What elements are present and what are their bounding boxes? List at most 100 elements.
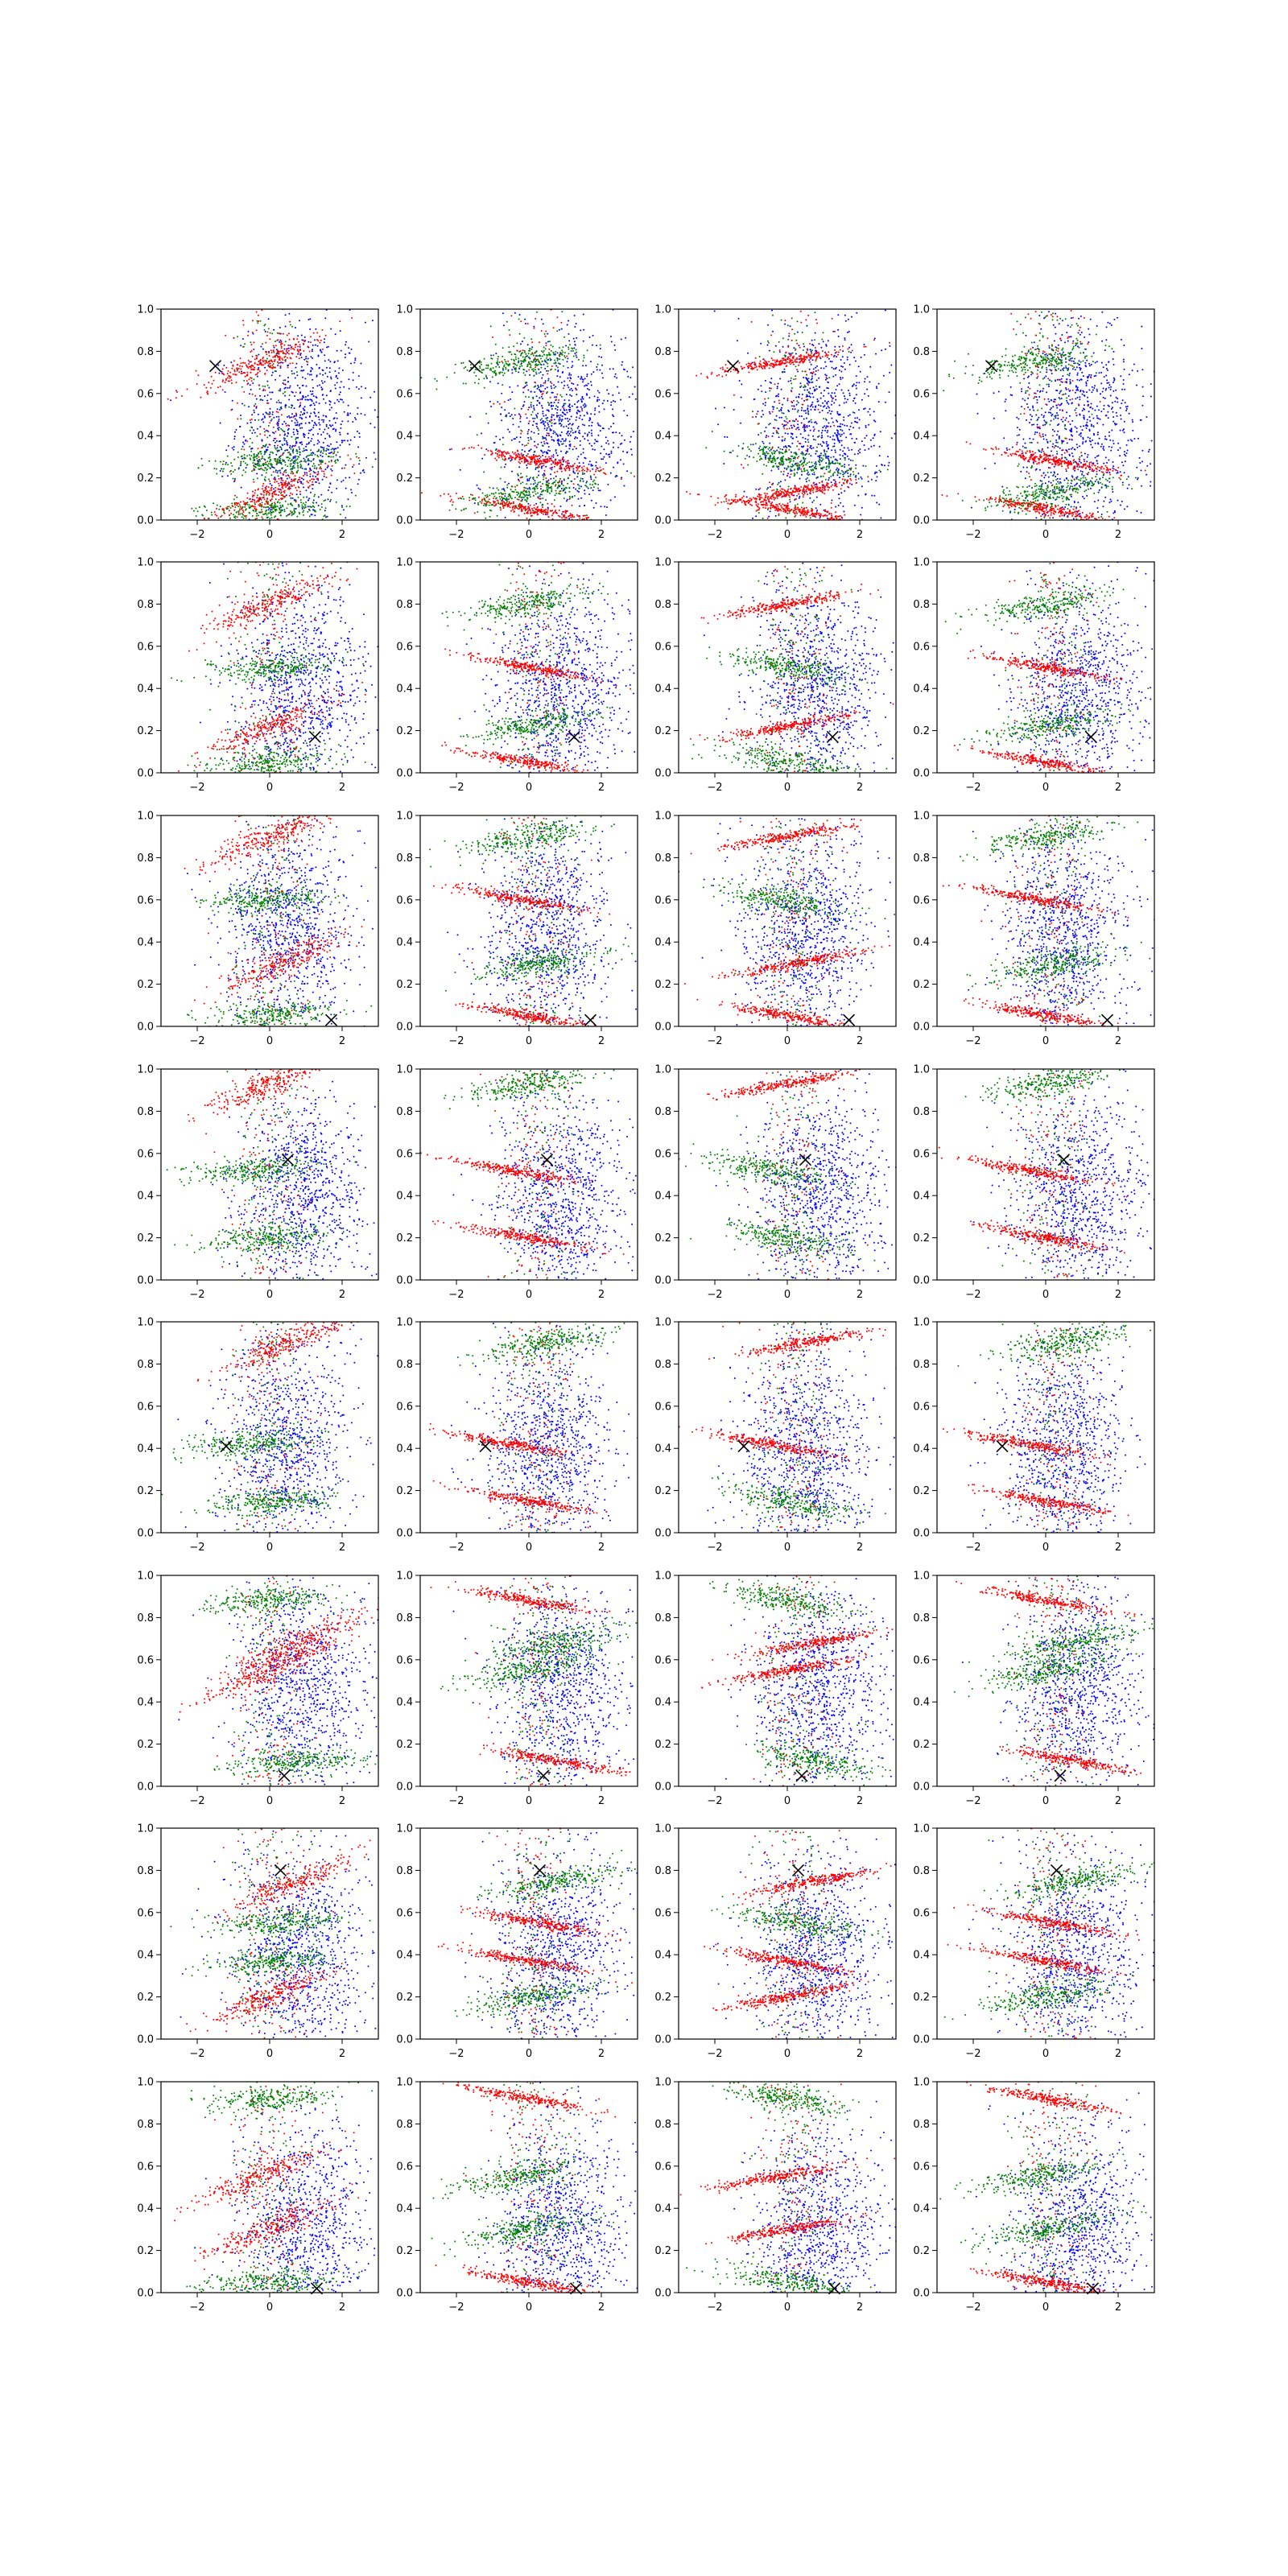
point-blue <box>807 382 808 384</box>
point-red <box>568 466 570 468</box>
point-red <box>499 403 501 405</box>
point-blue <box>861 485 863 487</box>
point-blue <box>653 487 654 489</box>
point-green <box>551 359 552 361</box>
point-red <box>276 423 278 425</box>
point-blue <box>597 399 598 401</box>
point-red <box>576 514 578 516</box>
point-blue <box>317 433 319 435</box>
point-blue <box>592 422 593 423</box>
point-blue <box>299 387 300 389</box>
point-blue <box>875 472 877 473</box>
point-blue <box>302 468 303 469</box>
point-green <box>494 370 496 372</box>
point-blue <box>567 385 568 386</box>
point-blue <box>293 434 295 436</box>
point-blue <box>170 399 171 401</box>
point-blue <box>834 392 836 394</box>
point-blue <box>617 386 618 388</box>
point-blue <box>601 446 602 448</box>
point-red <box>254 506 256 508</box>
point-blue <box>321 351 323 353</box>
point-blue <box>766 435 767 436</box>
point-blue <box>533 326 535 328</box>
point-blue <box>277 427 279 429</box>
point-red <box>288 353 290 355</box>
point-green <box>481 369 483 371</box>
point-red <box>240 368 242 369</box>
point-red <box>277 355 279 357</box>
point-blue <box>578 498 580 500</box>
point-blue <box>834 449 836 451</box>
point-green <box>521 353 522 354</box>
point-blue <box>312 476 314 477</box>
point-blue <box>312 379 313 381</box>
point-green <box>536 417 538 419</box>
point-red <box>286 425 287 427</box>
point-blue <box>314 514 316 516</box>
point-red <box>574 478 576 480</box>
point-blue <box>828 423 830 424</box>
point-green <box>295 439 296 440</box>
point-red <box>555 510 556 511</box>
point-red <box>481 502 482 504</box>
point-blue <box>553 415 555 416</box>
point-blue <box>280 506 282 508</box>
point-red <box>278 483 279 485</box>
point-green <box>231 502 233 504</box>
point-green <box>195 508 196 510</box>
point-green <box>233 514 234 515</box>
point-blue <box>485 448 487 450</box>
point-blue <box>358 479 360 481</box>
point-blue <box>823 395 824 397</box>
point-blue <box>288 428 290 430</box>
point-green <box>454 372 456 374</box>
point-blue <box>567 412 568 414</box>
point-blue <box>798 397 799 398</box>
point-blue <box>574 315 576 316</box>
point-red <box>217 518 219 519</box>
point-red <box>250 501 252 502</box>
point-green <box>530 365 531 366</box>
point-blue <box>297 335 299 336</box>
point-red <box>526 518 528 519</box>
point-red <box>565 510 567 511</box>
point-green <box>557 488 559 489</box>
point-blue <box>853 357 855 358</box>
point-blue <box>267 394 269 396</box>
point-red <box>503 507 505 509</box>
point-green <box>295 461 296 463</box>
point-blue <box>544 368 546 369</box>
point-blue <box>309 430 311 431</box>
point-green <box>331 448 332 450</box>
point-red <box>515 454 517 456</box>
point-blue <box>355 419 357 420</box>
point-red <box>238 371 240 373</box>
point-green <box>280 447 282 448</box>
point-green <box>539 355 541 357</box>
point-red <box>518 461 520 463</box>
point-blue <box>345 353 346 355</box>
point-blue <box>601 373 603 374</box>
point-blue <box>535 415 537 416</box>
point-blue <box>715 408 716 410</box>
point-blue <box>497 401 498 402</box>
point-red <box>503 451 505 452</box>
point-blue <box>220 423 221 424</box>
point-red <box>535 366 536 368</box>
point-green <box>499 496 501 497</box>
point-red <box>210 387 212 389</box>
point-red <box>535 459 536 460</box>
point-blue <box>551 436 552 438</box>
point-blue <box>865 407 866 409</box>
point-green <box>490 368 492 369</box>
point-green <box>302 511 303 513</box>
point-green <box>303 510 304 511</box>
point-blue <box>341 481 342 482</box>
point-red <box>275 345 277 346</box>
point-blue <box>241 487 242 489</box>
point-blue <box>825 379 827 381</box>
point-blue <box>477 485 478 486</box>
point-blue <box>844 339 846 341</box>
point-blue <box>292 462 294 464</box>
